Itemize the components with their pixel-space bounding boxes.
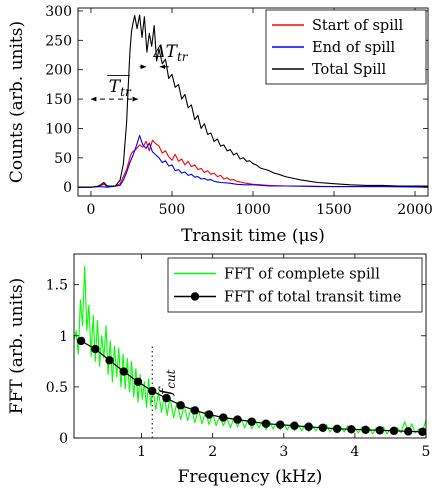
- x-tick-label: 2000: [397, 202, 433, 218]
- plot-area: [78, 14, 428, 188]
- series-point: [219, 413, 228, 422]
- legend-label: End of spill: [312, 40, 396, 56]
- x-tick-label: 5: [422, 444, 431, 460]
- series-point: [148, 386, 157, 396]
- legend: Start of spill End of spill Total Spill: [265, 9, 427, 85]
- series-point: [389, 426, 399, 436]
- chart-fft: 1 2 3 4 5 0 0.5 1 1.5 Frequency (kHz) FFT (arb. un…: [7, 253, 431, 487]
- series-point: [119, 367, 128, 376]
- x-axis-label: Transit time (μs): [181, 226, 325, 246]
- series-point: [162, 393, 171, 403]
- series-point: [290, 421, 299, 430]
- y-tick-label: 0.5: [46, 380, 68, 396]
- y-tick-label: 50: [54, 151, 72, 167]
- plot-area: [74, 265, 426, 437]
- y-tick-label: 1: [59, 329, 68, 345]
- legend-label: FFT of complete spill: [224, 267, 380, 283]
- x-tick-label: 500: [159, 202, 186, 218]
- legend-label: Total Spill: [312, 62, 386, 78]
- y-axis-label: Counts (arb. units): [7, 21, 27, 183]
- series-point: [418, 427, 426, 437]
- chart-transit-time: 0 500 1000 1500 2000 0 50 100 150 200 250 300 Transi…: [7, 4, 433, 246]
- x-tick-label: 2: [208, 444, 217, 460]
- y-axis-label: FFT (arb. units): [7, 278, 27, 414]
- delta-t-tr-annotation: ΔTtr: [152, 42, 188, 64]
- legend-label: Start of spill: [312, 18, 403, 34]
- series-point: [133, 377, 143, 386]
- x-tick-label: 0: [87, 202, 96, 218]
- series-point: [105, 356, 114, 365]
- legend-label: FFT of total transit time: [224, 290, 401, 306]
- series-point: [304, 422, 313, 431]
- series-point: [318, 423, 328, 432]
- series-point: [76, 336, 86, 346]
- legend-marker: [190, 292, 200, 301]
- y-tick-label: 0: [63, 180, 72, 196]
- series-point: [204, 410, 214, 419]
- x-tick-label: 1500: [316, 202, 352, 218]
- series-point: [375, 426, 384, 435]
- series-point: [190, 406, 200, 415]
- series-line-total-spill: [78, 14, 428, 188]
- x-tick-label: 1000: [235, 202, 271, 218]
- y-tick-label: 100: [45, 121, 72, 137]
- series-line-end-of-spill: [78, 134, 428, 188]
- x-axis-label: Frequency (kHz): [178, 467, 323, 487]
- legend-box: [167, 257, 423, 313]
- series-point: [347, 425, 356, 434]
- fcut-annotation: fcut: [156, 369, 178, 397]
- x-tick-label: 1: [137, 444, 146, 460]
- t-tr-annotation: Ttr: [109, 77, 132, 99]
- series-point: [247, 417, 256, 426]
- series-point: [276, 420, 285, 429]
- legend: FFT of complete spill FFT of total transi…: [167, 257, 423, 313]
- axes-frame: [73, 253, 427, 439]
- series-point: [176, 401, 185, 410]
- series-line-start-of-spill: [78, 139, 428, 188]
- x-tick-label: 3: [279, 444, 288, 460]
- y-tick-label: 0: [59, 431, 68, 447]
- series-point: [332, 424, 342, 433]
- series-point: [261, 419, 271, 428]
- x-tick-label: 4: [350, 444, 359, 460]
- series-point: [91, 344, 100, 354]
- y-tick-label: 250: [45, 33, 72, 49]
- y-tick-label: 300: [45, 4, 72, 20]
- series-point: [404, 427, 413, 436]
- y-tick-label: 1.5: [46, 278, 68, 294]
- y-tick-label: 150: [45, 92, 72, 108]
- y-tick-label: 200: [45, 63, 72, 79]
- series-point: [361, 425, 370, 435]
- series-point: [233, 415, 242, 424]
